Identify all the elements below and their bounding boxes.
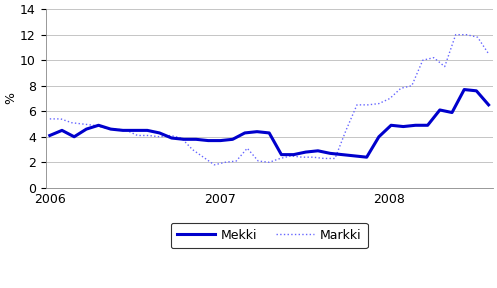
Mekki: [157, 131, 163, 135]
Markki: [332, 157, 338, 160]
Mekki: [83, 127, 89, 131]
Mekki: [95, 124, 101, 127]
Markki: [486, 52, 492, 56]
Markki: [233, 159, 239, 163]
Markki: [310, 156, 316, 159]
Mekki: [351, 154, 357, 158]
Markki: [343, 129, 349, 132]
Mekki: [242, 131, 248, 135]
Mekki: [449, 111, 455, 114]
Markki: [288, 154, 294, 158]
Mekki: [474, 89, 480, 92]
Line: Mekki: Mekki: [50, 90, 489, 157]
Mekki: [47, 134, 53, 137]
Mekki: [364, 156, 370, 159]
Markki: [409, 84, 415, 88]
Markki: [167, 134, 173, 137]
Mekki: [376, 135, 382, 139]
Markki: [365, 103, 371, 107]
Mekki: [71, 135, 77, 139]
Mekki: [278, 153, 284, 156]
Markki: [442, 65, 448, 68]
Markki: [211, 163, 217, 166]
Markki: [113, 127, 119, 131]
Y-axis label: %: %: [4, 92, 17, 105]
Markki: [321, 157, 327, 160]
Markki: [124, 129, 130, 132]
Markki: [387, 97, 393, 100]
Markki: [266, 160, 272, 164]
Markki: [431, 56, 437, 59]
Mekki: [181, 138, 187, 141]
Mekki: [413, 124, 418, 127]
Markki: [255, 159, 261, 163]
Mekki: [205, 139, 211, 142]
Markki: [299, 156, 305, 159]
Mekki: [132, 129, 138, 132]
Mekki: [168, 136, 174, 140]
Mekki: [461, 88, 467, 91]
Mekki: [339, 153, 345, 156]
Markki: [80, 122, 85, 126]
Mekki: [108, 127, 114, 131]
Mekki: [437, 108, 443, 112]
Markki: [354, 103, 360, 107]
Markki: [58, 117, 64, 121]
Markki: [189, 148, 195, 151]
Legend: Mekki, Markki: Mekki, Markki: [171, 223, 368, 248]
Mekki: [59, 129, 65, 132]
Markki: [475, 35, 481, 39]
Mekki: [254, 130, 260, 133]
Mekki: [144, 129, 150, 132]
Markki: [453, 33, 459, 36]
Mekki: [400, 125, 406, 128]
Mekki: [120, 129, 126, 132]
Markki: [47, 117, 53, 121]
Markki: [157, 135, 163, 139]
Markki: [420, 58, 426, 62]
Markki: [277, 157, 283, 160]
Mekki: [218, 139, 224, 142]
Markki: [102, 126, 108, 130]
Mekki: [388, 124, 394, 127]
Mekki: [303, 150, 309, 154]
Markki: [178, 136, 184, 140]
Markki: [464, 33, 470, 36]
Markki: [222, 160, 228, 164]
Markki: [146, 134, 152, 137]
Mekki: [315, 149, 321, 153]
Markki: [376, 102, 382, 105]
Markki: [90, 124, 96, 127]
Mekki: [327, 151, 333, 155]
Markki: [69, 121, 75, 124]
Mekki: [291, 153, 297, 156]
Line: Markki: Markki: [50, 35, 489, 165]
Mekki: [230, 138, 236, 141]
Markki: [244, 147, 250, 150]
Mekki: [486, 103, 492, 107]
Markki: [200, 156, 206, 159]
Markki: [398, 87, 404, 90]
Mekki: [424, 124, 430, 127]
Mekki: [193, 138, 199, 141]
Mekki: [266, 131, 272, 135]
Markki: [135, 134, 141, 137]
